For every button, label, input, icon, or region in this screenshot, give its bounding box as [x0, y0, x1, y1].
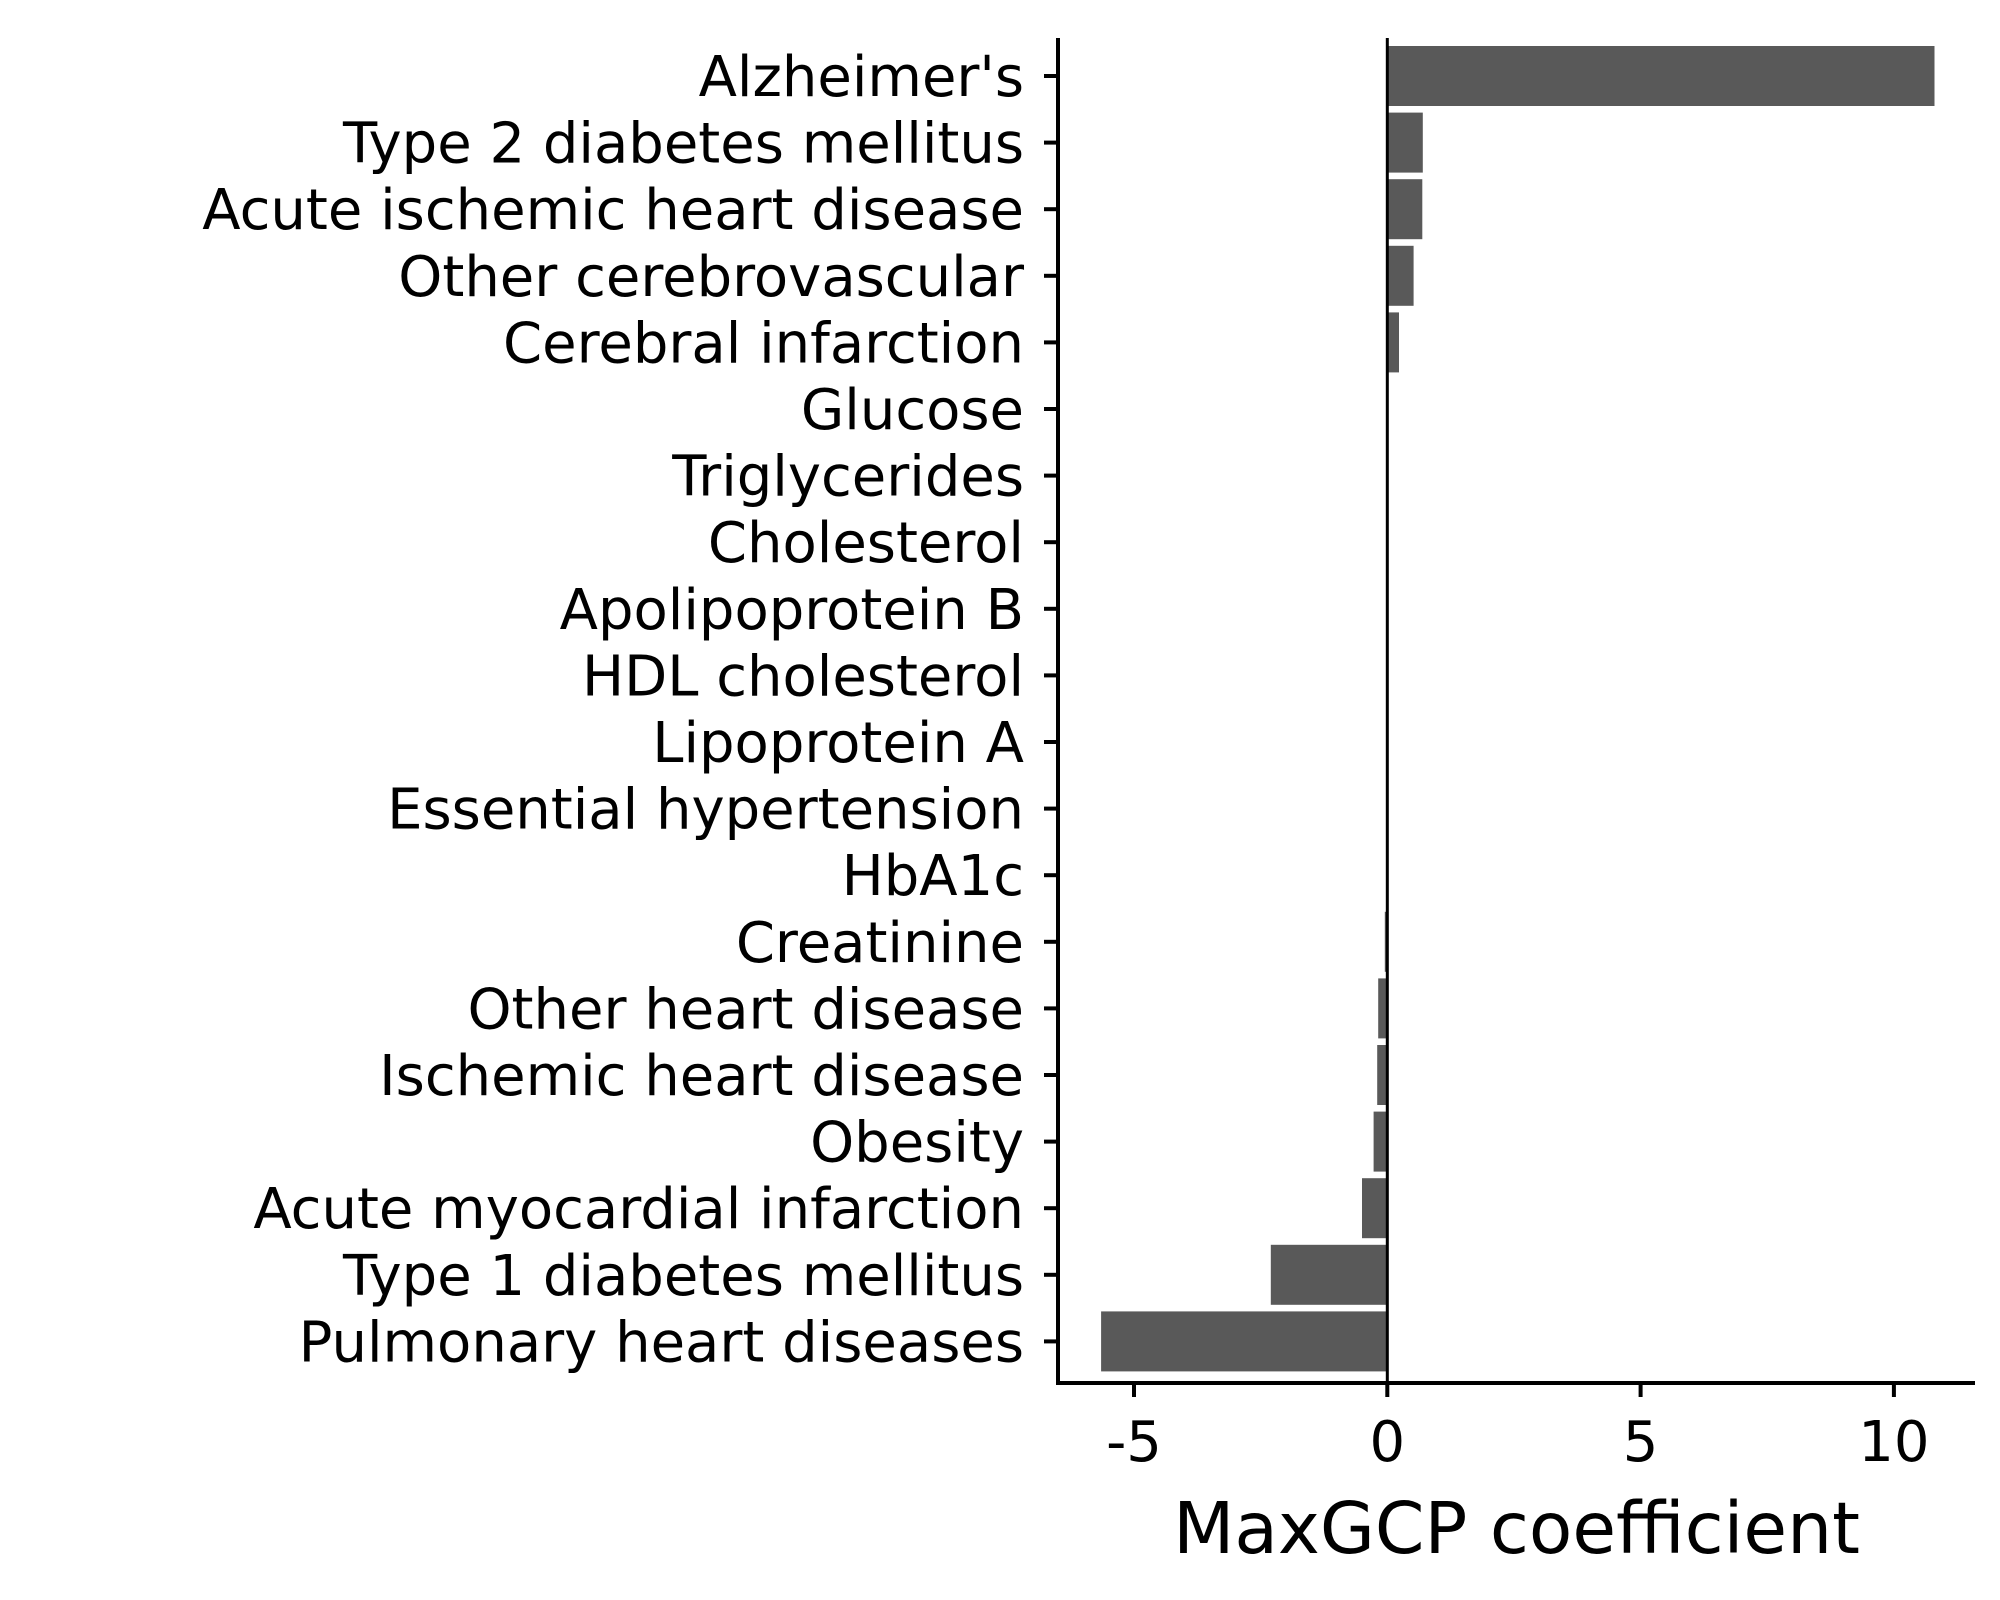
bar: [1377, 1045, 1388, 1105]
bar: [1378, 978, 1388, 1039]
y-tick-label: Acute ischemic heart disease: [202, 178, 1024, 243]
x-axis-title: MaxGCP coefficient: [1173, 1487, 1860, 1570]
x-tick-label: 10: [1858, 1410, 1929, 1475]
y-tick-label: Acute myocardial infarction: [253, 1177, 1024, 1242]
y-tick-label: Cerebral infarction: [503, 311, 1024, 376]
y-tick-label: Apolipoprotein B: [560, 578, 1024, 643]
y-tick-label: Triglycerides: [671, 445, 1024, 510]
x-axis-ticks: -5 0 5 10: [1106, 1383, 1930, 1475]
y-tick-label: Creatinine: [736, 911, 1024, 976]
y-tick-label: Ischemic heart disease: [379, 1044, 1024, 1109]
y-tick-label: Alzheimer's: [699, 45, 1024, 110]
bar: [1387, 245, 1414, 306]
bar: [1362, 1178, 1388, 1239]
bar: [1387, 46, 1935, 106]
bar: [1387, 312, 1399, 373]
y-tick-label: Other cerebrovascular: [398, 245, 1025, 310]
bar: [1387, 112, 1423, 173]
x-tick-label: 5: [1623, 1410, 1659, 1475]
y-tick-label: Pulmonary heart diseases: [299, 1310, 1024, 1375]
y-tick-label: Lipoprotein A: [652, 711, 1024, 776]
bars-group: [1101, 46, 1935, 1372]
y-tick-label: Essential hypertension: [387, 778, 1024, 843]
y-tick-label: Obesity: [810, 1111, 1024, 1176]
y-tick-label: Type 2 diabetes mellitus: [342, 112, 1024, 177]
y-tick-label: HDL cholesterol: [582, 644, 1024, 709]
bar: [1373, 1111, 1388, 1172]
bar: [1101, 1311, 1388, 1372]
bar: [1270, 1244, 1388, 1305]
y-tick-label: HbA1c: [842, 844, 1024, 909]
x-tick-label: -5: [1106, 1410, 1162, 1475]
bar: [1387, 179, 1423, 240]
x-tick-label: 0: [1369, 1410, 1405, 1475]
y-tick-label: Type 1 diabetes mellitus: [342, 1244, 1024, 1309]
y-tick-label: Other heart disease: [467, 977, 1024, 1042]
y-tick-label: Cholesterol: [708, 511, 1024, 576]
y-tick-label: Glucose: [801, 378, 1024, 443]
